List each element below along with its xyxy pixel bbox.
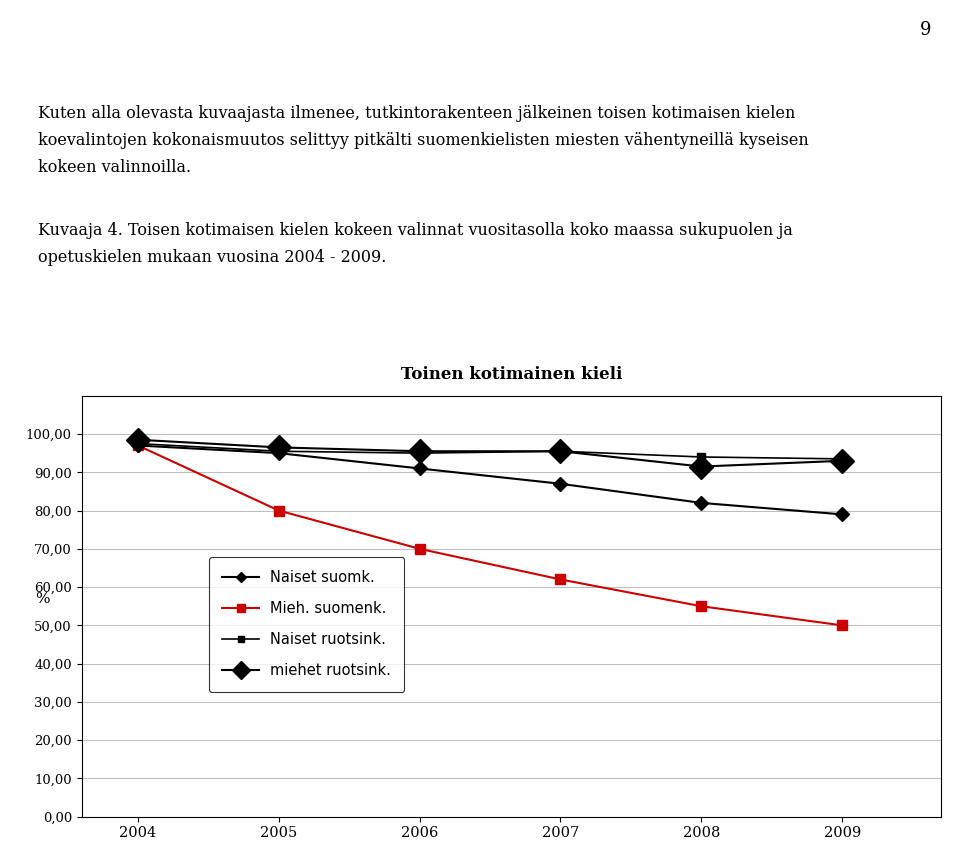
Text: Kuten alla olevasta kuvaajasta ilmenee, tutkintorakenteen jälkeinen toisen kotim: Kuten alla olevasta kuvaajasta ilmenee, … [38, 105, 796, 122]
Text: koevalintojen kokonaismuutos selittyy pitkälti suomenkielisten miesten vähentyne: koevalintojen kokonaismuutos selittyy pi… [38, 132, 809, 149]
Text: Kuvaaja 4. Toisen kotimaisen kielen kokeen valinnat vuositasolla koko maassa suk: Kuvaaja 4. Toisen kotimaisen kielen koke… [38, 222, 793, 239]
Text: kokeen valinnoilla.: kokeen valinnoilla. [38, 159, 192, 176]
Text: opetuskielen mukaan vuosina 2004 - 2009.: opetuskielen mukaan vuosina 2004 - 2009. [38, 249, 387, 266]
Text: 9: 9 [920, 21, 931, 39]
Legend: Naiset suomk., Mieh. suomenk., Naiset ruotsink., miehet ruotsink.: Naiset suomk., Mieh. suomenk., Naiset ru… [209, 557, 404, 691]
Text: Toinen kotimainen kieli: Toinen kotimainen kieli [400, 366, 622, 383]
Y-axis label: %: % [36, 592, 50, 606]
